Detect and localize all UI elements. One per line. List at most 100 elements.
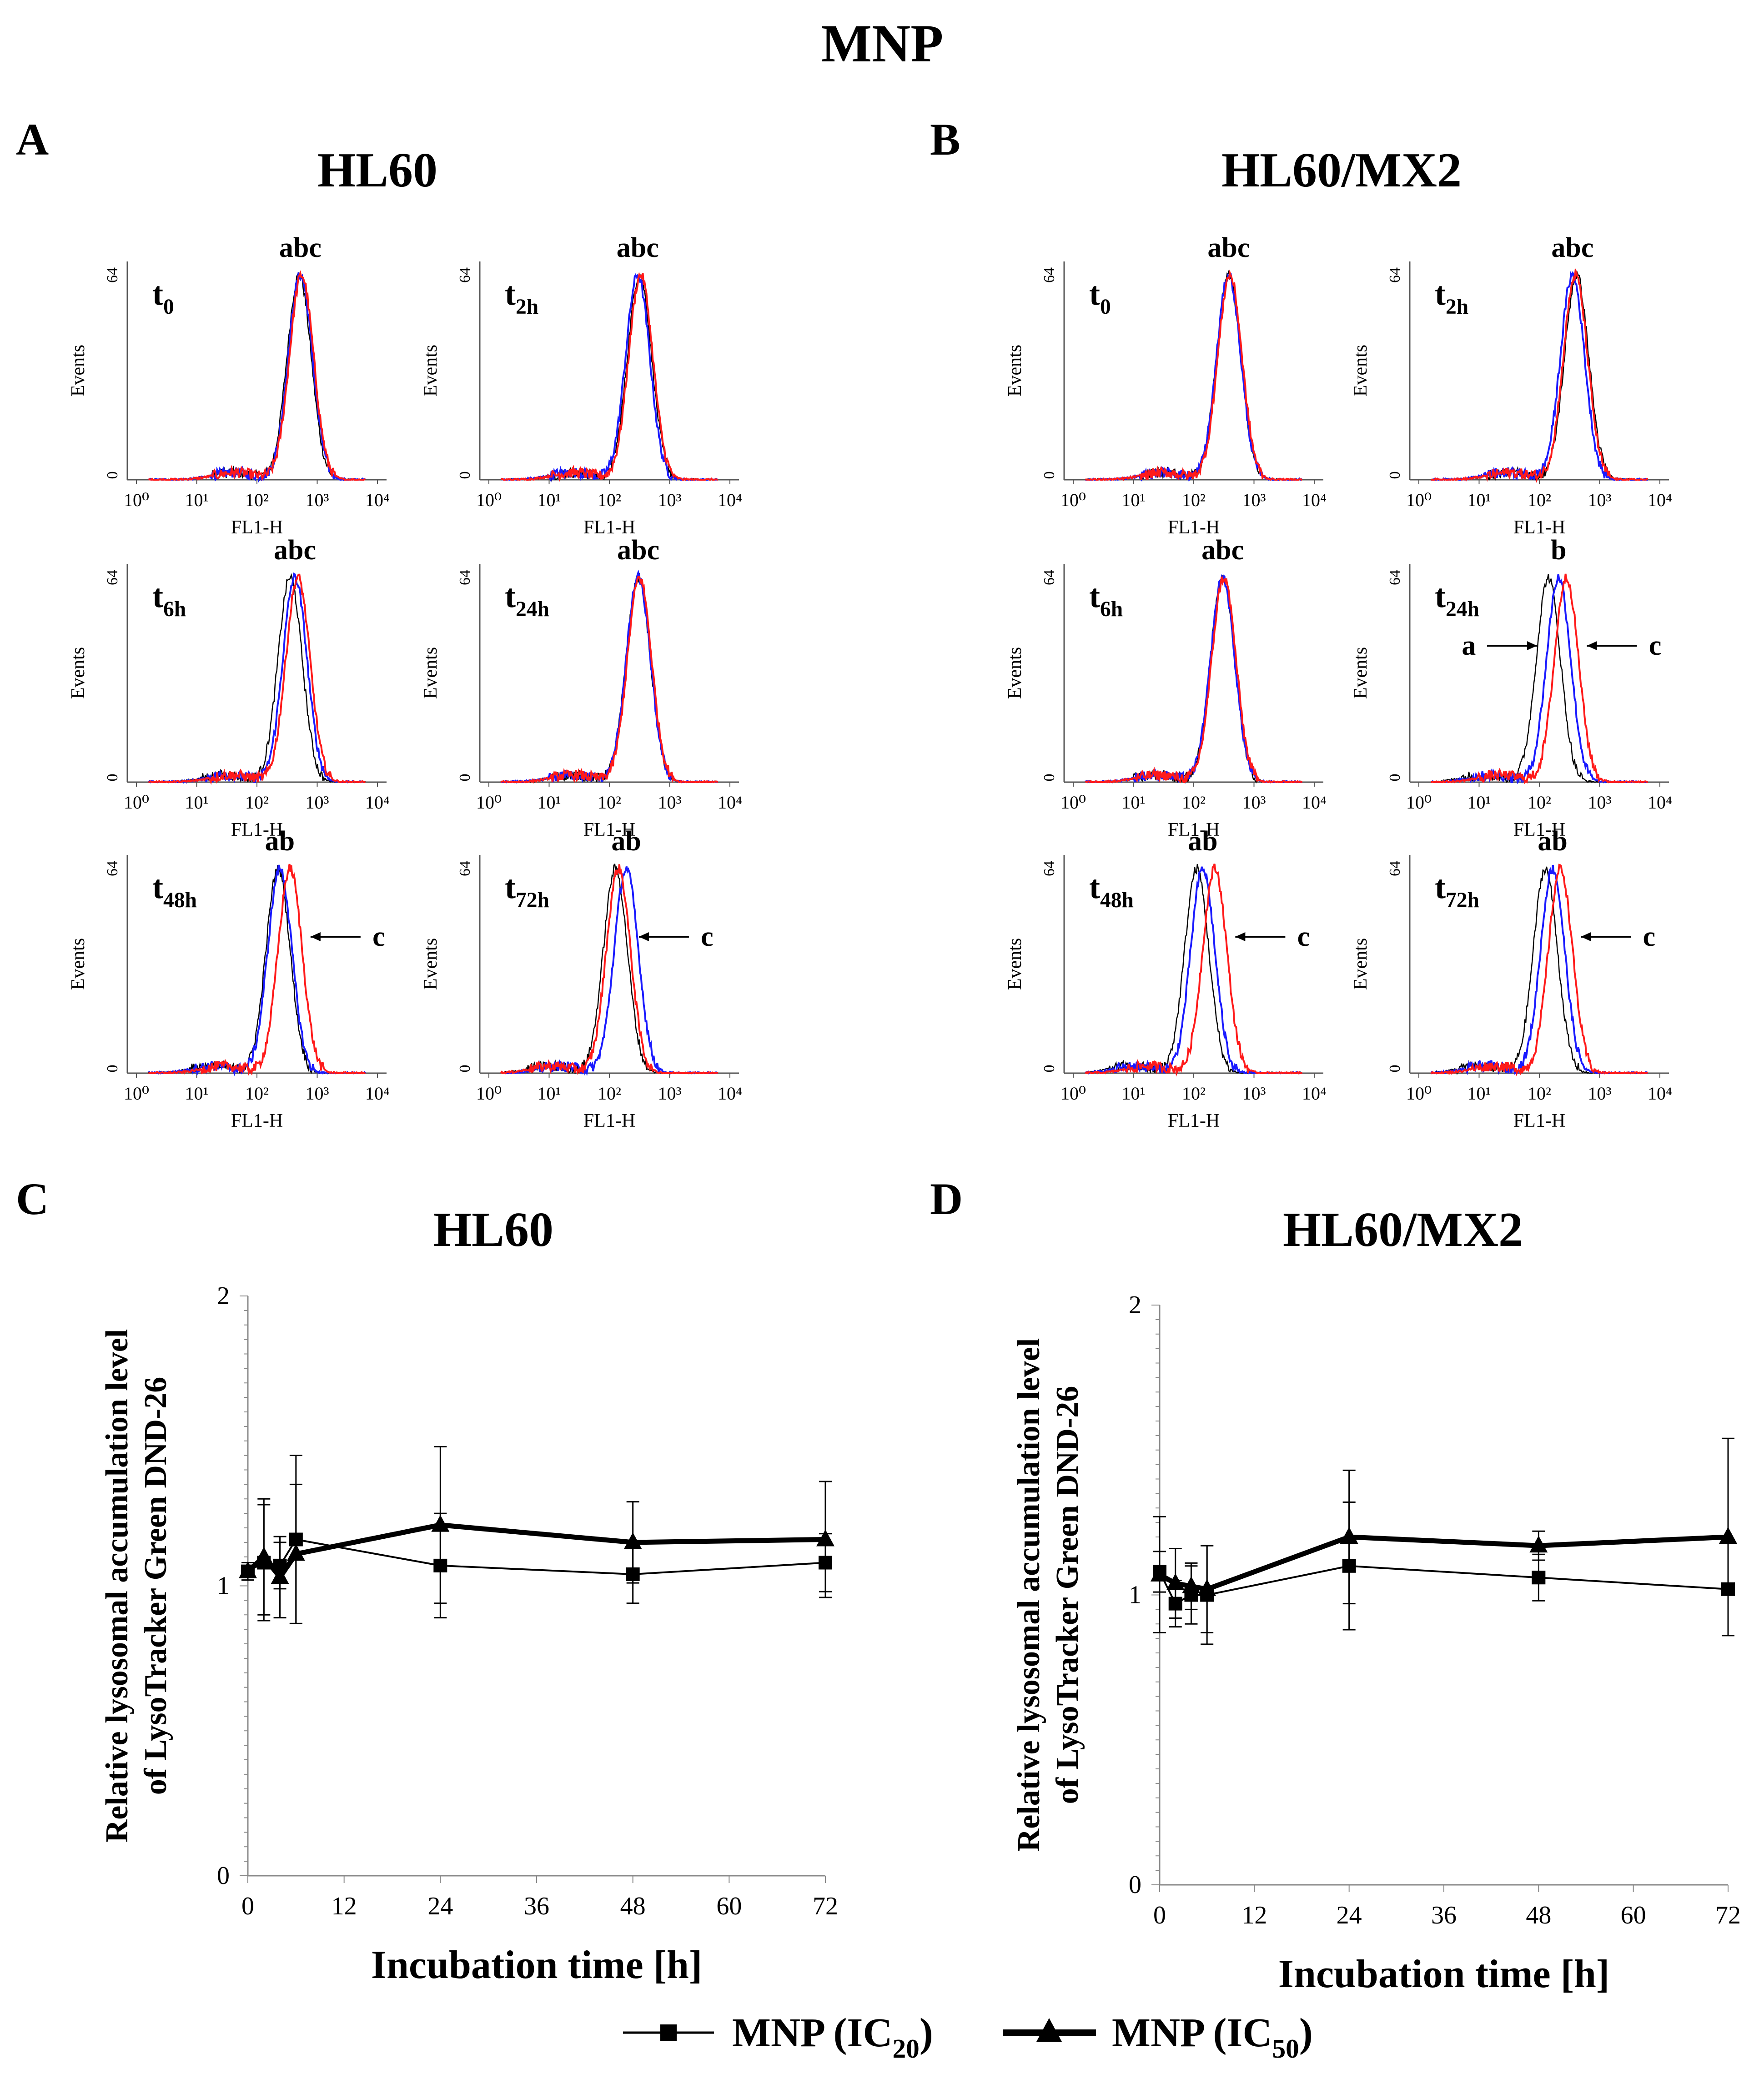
data-point-triangle — [255, 1547, 273, 1564]
y-tick-label: 1 — [217, 1572, 230, 1600]
x-tick-label: 10¹ — [1122, 792, 1146, 813]
y-tick-label: 0 — [1387, 1065, 1403, 1073]
x-axis-label: FL1-H — [231, 819, 283, 840]
peak-annotation: ab — [611, 826, 641, 857]
y-tick-label: 64 — [1387, 267, 1403, 283]
panel-c-letter: C — [16, 1174, 49, 1224]
y-tick-label: 64 — [457, 267, 473, 283]
histogram-curve-c — [1430, 864, 1648, 1077]
x-tick-label: 10⁰ — [1406, 792, 1432, 813]
histogram-curve-c — [148, 270, 366, 482]
x-tick-label: 10⁴ — [365, 490, 390, 510]
y-tick-label: 0 — [1041, 472, 1058, 479]
x-axis-label: FL1-H — [583, 517, 635, 538]
y-tick-label: 0 — [104, 1065, 121, 1073]
x-tick-label: 10¹ — [185, 1083, 209, 1104]
peak-annotation: ab — [1538, 826, 1567, 857]
histogram-curve-c — [1430, 573, 1648, 784]
histogram-curve-c — [1085, 269, 1303, 482]
y-tick-label: 0 — [1041, 774, 1058, 782]
x-tick-label: 12 — [1241, 1901, 1267, 1929]
x-tick-label: 10⁴ — [718, 1083, 742, 1104]
panel-b-0-histogram: 0 64 Events 10⁰ 10¹ 10² 10³ 10⁴ FL1-H t0 abc — [1005, 232, 1327, 538]
histogram-curve-c — [1085, 576, 1303, 784]
data-point-triangle — [1340, 1527, 1358, 1544]
y-axis-label: Events — [68, 345, 89, 397]
arrow-head — [1235, 932, 1246, 941]
x-tick-label: 10³ — [306, 490, 329, 510]
panel-b-title: HL60/MX2 — [1221, 143, 1462, 197]
x-tick-label: 10⁴ — [365, 1083, 390, 1104]
data-point-triangle — [286, 1544, 305, 1561]
legend-marker-triangle — [1036, 2018, 1062, 2042]
data-point-triangle — [1198, 1579, 1216, 1596]
y-tick-label: 64 — [457, 861, 473, 876]
x-tick-label: 10⁰ — [476, 792, 502, 813]
data-point-triangle — [271, 1567, 289, 1584]
data-point-triangle — [1719, 1527, 1737, 1544]
histogram-curve-c — [500, 272, 718, 482]
x-tick-label: 10⁰ — [476, 1083, 502, 1104]
x-tick-label: 72 — [813, 1892, 838, 1920]
x-tick-label: 36 — [524, 1892, 549, 1920]
y-tick-label: 64 — [1041, 570, 1058, 585]
panel-b-letter: B — [930, 114, 960, 165]
y-tick-label: 64 — [1387, 570, 1403, 585]
y-tick-label: 64 — [104, 267, 121, 283]
panel-c-title: HL60 — [433, 1203, 553, 1257]
x-tick-label: 10³ — [658, 792, 682, 813]
x-tick-label: 10⁴ — [1648, 792, 1672, 813]
x-tick-label: 10² — [245, 792, 269, 813]
y-tick-label: 0 — [104, 472, 121, 479]
x-tick-label: 10² — [1182, 792, 1206, 813]
y-tick-label: 64 — [457, 570, 473, 585]
x-tick-label: 10⁴ — [718, 490, 742, 510]
x-tick-label: 10² — [1528, 792, 1551, 813]
y-axis-label: Events — [1005, 647, 1025, 699]
y-tick-label: 64 — [1041, 267, 1058, 283]
y-axis-label: Events — [1350, 938, 1371, 990]
y-axis-label-line2: of LysoTracker Green DND-26 — [138, 1377, 173, 1795]
x-tick-label: 72 — [1715, 1901, 1741, 1929]
x-tick-label: 10³ — [1242, 490, 1266, 510]
histogram-curve-c — [1431, 267, 1648, 483]
data-point-triangle — [816, 1529, 834, 1547]
data-point-triangle — [1166, 1573, 1185, 1590]
y-axis-label: Relative lysosomal accumulation level — [1011, 1338, 1046, 1852]
x-tick-label: 10⁴ — [1648, 1083, 1672, 1104]
y-tick-label: 64 — [104, 570, 121, 585]
histogram-curve-c — [500, 864, 719, 1075]
peak-annotation: abc — [617, 232, 659, 263]
x-tick-label: 10² — [598, 490, 621, 510]
data-point-triangle — [239, 1561, 257, 1578]
arrow-label: c — [1649, 630, 1662, 661]
y-tick-label: 0 — [1041, 1065, 1058, 1073]
x-axis-label: FL1-H — [231, 517, 283, 538]
y-tick-label: 0 — [104, 774, 121, 782]
x-axis-label: Incubation time [h] — [371, 1943, 703, 1987]
x-tick-label: 10¹ — [1467, 1083, 1491, 1104]
y-tick-label: 2 — [1129, 1291, 1141, 1319]
x-axis-label: FL1-H — [1513, 1110, 1565, 1131]
y-axis-label: Events — [1005, 938, 1025, 990]
x-tick-label: 10⁰ — [1060, 490, 1086, 510]
histogram-curve-c — [148, 864, 366, 1076]
x-tick-label: 0 — [241, 1892, 254, 1920]
y-tick-label: 1 — [1129, 1581, 1141, 1609]
x-tick-label: 10⁴ — [1302, 1083, 1327, 1104]
x-tick-label: 10⁰ — [1406, 490, 1432, 510]
x-tick-label: 10³ — [1588, 1083, 1612, 1104]
x-axis-label: FL1-H — [1513, 517, 1565, 538]
data-point-triangle — [623, 1532, 642, 1549]
histogram-curve-c — [1085, 864, 1303, 1077]
x-tick-label: 10² — [245, 1083, 269, 1104]
peak-annotation: ab — [265, 826, 295, 857]
figure-title: MNP — [821, 14, 944, 73]
x-tick-label: 10² — [1528, 490, 1551, 510]
time-label: t0 — [1089, 276, 1111, 319]
x-axis-label: FL1-H — [231, 1110, 283, 1131]
